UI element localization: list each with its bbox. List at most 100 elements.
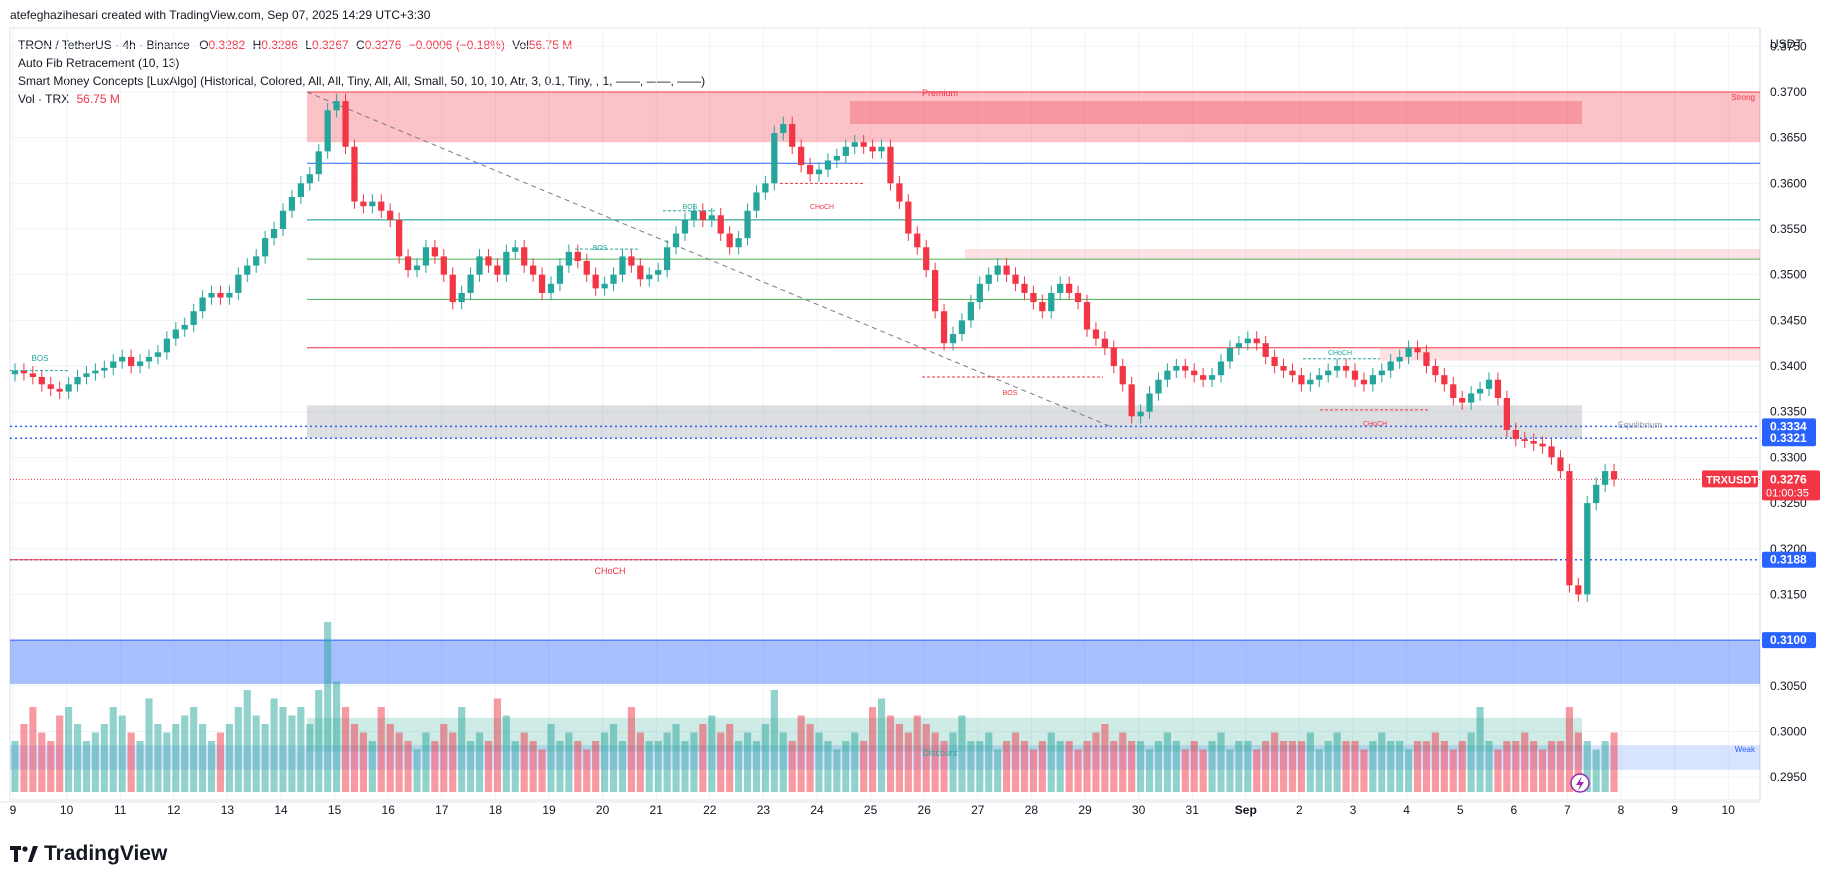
candle-body [333, 101, 340, 111]
price-axis-tick: 0.3150 [1770, 587, 1807, 601]
candle-body [923, 247, 930, 271]
price-axis-tick: 0.2950 [1770, 770, 1807, 784]
candle-body [1316, 375, 1323, 380]
candle-body [1468, 393, 1475, 403]
volume-bar [225, 724, 233, 792]
candle-body [1253, 338, 1260, 344]
time-axis-label: 20 [596, 803, 610, 817]
indicator-smc[interactable]: Smart Money Concepts [LuxAlgo] (Historic… [18, 74, 706, 88]
volume-bar [154, 724, 162, 792]
candle-body [601, 283, 608, 289]
volume-bar [958, 715, 966, 792]
candle-body [1548, 446, 1555, 458]
volume-bar [1297, 741, 1305, 792]
indicator-fib[interactable]: Auto Fib Retracement (10, 13) [18, 56, 180, 70]
lightning-icon[interactable] [1570, 773, 1590, 793]
tradingview-logo[interactable]: TradingView [10, 842, 167, 866]
volume-bar [38, 732, 46, 792]
candle-body [538, 274, 546, 293]
change-value: −0.0006 (−0.18%) [408, 38, 505, 52]
time-axis-label: 9 [1671, 803, 1678, 817]
volume-bar [1369, 741, 1377, 792]
volume-bar [1521, 732, 1529, 792]
volume-bar [1110, 741, 1118, 792]
candle-body [217, 292, 224, 298]
volume-bar [1405, 749, 1413, 792]
candle-body [1119, 366, 1126, 385]
volume-bar [1128, 741, 1136, 792]
open-value: 0.3282 [208, 38, 246, 52]
volume-bar [1217, 732, 1225, 792]
time-axis-label: 16 [382, 803, 396, 817]
volume-bar [717, 732, 725, 792]
volume-bar [395, 732, 403, 792]
indicator-volume[interactable]: Vol · TRX 56.75 M [18, 90, 705, 108]
volume-bar [1592, 749, 1600, 792]
price-axis-tick: 0.3550 [1770, 222, 1807, 236]
candle-body [1262, 343, 1269, 357]
candle-body [422, 247, 430, 266]
candle-body [440, 256, 447, 275]
time-axis-label: 26 [918, 803, 932, 817]
choch-label: CHoCH [810, 204, 834, 211]
zone-order-block [10, 640, 1760, 684]
volume-bar [243, 690, 251, 792]
candle-body [619, 256, 626, 275]
candle-body [1182, 366, 1189, 371]
volume-bar [422, 732, 430, 792]
volume-bar [985, 732, 993, 792]
candle-body [101, 367, 108, 371]
price-axis-tick: 0.3750 [1770, 39, 1807, 53]
volume-bar [261, 724, 269, 792]
volume-bar [1020, 741, 1029, 792]
candle-body [190, 311, 197, 325]
candle-body [324, 110, 331, 152]
time-axis-label: 22 [703, 803, 717, 817]
volume-bar [73, 724, 82, 792]
symbol-legend-row[interactable]: TRON / TetherUS · 4h · Binance O0.3282 H… [18, 36, 705, 54]
volume-bar [368, 741, 376, 792]
volume-bar [493, 698, 501, 792]
volume-bar [100, 724, 108, 792]
equilibrium-label: Equilibrium [1618, 420, 1663, 430]
volume-bar [502, 715, 510, 792]
candle-body [235, 274, 242, 293]
candle-body [690, 210, 698, 220]
volume-bar [583, 749, 591, 792]
candle-body [396, 219, 403, 257]
volume-bar [1467, 732, 1475, 792]
candle-body [1307, 379, 1314, 385]
bar-countdown: 01:00:35 [1766, 487, 1809, 499]
candle-body [1057, 283, 1064, 293]
volume-bar [609, 724, 618, 792]
candle-body [628, 256, 635, 266]
volume-bar [29, 707, 37, 792]
candle-body [717, 215, 724, 234]
candle-body [1164, 370, 1171, 380]
volume-bar [538, 749, 546, 792]
candle-body [1048, 292, 1055, 312]
candle-body [1575, 585, 1582, 595]
candle-body [771, 133, 778, 184]
low-value: 0.3267 [311, 38, 349, 52]
candle-body [842, 146, 849, 156]
volume-bar [136, 741, 144, 792]
volume-bar [556, 741, 564, 792]
time-axis-label: 8 [1618, 803, 1625, 817]
volume-bar [1172, 741, 1180, 792]
bos-label: BOS [1003, 390, 1018, 397]
price-axis-tick: 0.3450 [1770, 313, 1807, 327]
time-axis-label: 5 [1457, 803, 1464, 817]
candle-body [824, 160, 832, 170]
strong-high-label: Strong [1731, 93, 1755, 102]
candle-body [262, 238, 269, 257]
low-label: L [305, 38, 312, 52]
candle-body [681, 219, 689, 234]
candle-body [306, 174, 313, 184]
volume-bar [386, 724, 394, 792]
symbol-title[interactable]: TRON / TetherUS · 4h · Binance [18, 38, 190, 52]
volume-bar [467, 741, 475, 792]
candle-body [896, 183, 903, 202]
volume-bar [788, 741, 796, 792]
